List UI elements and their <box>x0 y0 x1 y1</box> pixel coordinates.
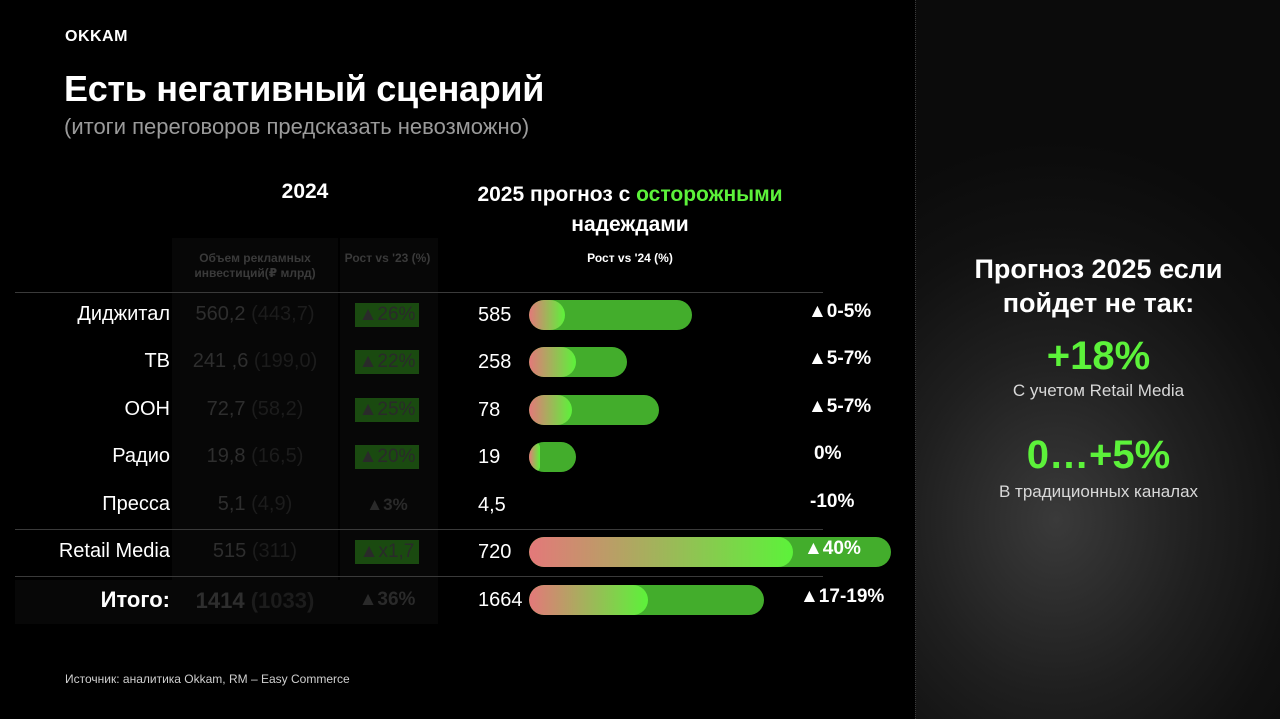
investment-prev-value: (1033) <box>250 588 315 613</box>
retail-divider <box>15 529 823 530</box>
row-forecast-value: 78 <box>478 399 501 421</box>
row-growth-badge: ▲20% <box>355 445 419 469</box>
investment-value: 560,2 <box>195 303 246 325</box>
row-forecast-value: 585 <box>478 304 512 326</box>
investment-value: 241 ,6 <box>192 350 249 372</box>
row-label: ООН <box>124 398 170 420</box>
growth-column-shade <box>340 238 438 624</box>
investment-value: 72,7 <box>206 398 246 420</box>
row-forecast-growth: ▲5-7% <box>808 348 872 369</box>
row-growth-badge: ▲25% <box>355 398 419 422</box>
row-forecast-bar-fill <box>529 347 576 377</box>
row-investment: 72,7 (58,2) <box>172 398 338 421</box>
row-forecast-bar <box>529 347 627 377</box>
source-note: Источник: аналитика Okkam, RM – Easy Com… <box>65 672 350 686</box>
forecast-header-highlight: осторожными <box>636 183 783 206</box>
row-forecast-value: 258 <box>478 351 512 373</box>
row-investment: 560,2 (443,7) <box>172 303 338 326</box>
row-forecast-value: 1664 <box>478 589 523 611</box>
row-investment: 5,1 (4,9) <box>172 493 338 516</box>
investment-value: 5,1 <box>217 493 246 515</box>
row-label: Пресса <box>102 493 170 515</box>
scenario-title-line2: пойдет не так: <box>1002 288 1195 318</box>
row-label: Радио <box>112 445 170 467</box>
row-forecast-bar <box>529 395 659 425</box>
row-forecast-growth: -10% <box>810 491 855 512</box>
row-forecast-growth: ▲40% <box>804 538 861 559</box>
forecast-growth-column-header: Рост vs '24 (%) <box>587 251 673 265</box>
row-label: Диджитал <box>77 303 170 325</box>
row-forecast-value: 4,5 <box>478 494 506 516</box>
growth-column-header: Рост vs '23 (%) <box>344 251 431 265</box>
row-forecast-bar-fill <box>529 537 793 567</box>
scenario-panel: Прогноз 2025 если пойдет не так: +18% С … <box>915 0 1280 719</box>
year-header: 2024 <box>281 180 329 203</box>
row-investment: 241 ,6 (199,0) <box>172 350 338 373</box>
row-investment: 515 (311) <box>172 540 338 563</box>
row-forecast-growth: 0% <box>814 443 842 464</box>
row-forecast-bar <box>529 537 891 567</box>
investment-prev-value: (443,7) <box>251 303 315 325</box>
investment-prev-value: (4,9) <box>251 493 293 515</box>
row-growth-badge: ▲3% <box>366 495 408 514</box>
invest-column-shade <box>172 238 338 624</box>
row-forecast-bar-fill <box>529 585 648 615</box>
row-growth-badge: ▲26% <box>355 303 419 327</box>
scenario-title: Прогноз 2025 если пойдет не так: <box>916 252 1280 320</box>
stat-retail-value: +18% <box>1046 334 1151 378</box>
row-forecast-growth: ▲17-19% <box>800 586 885 607</box>
row-growth-badge: ▲22% <box>355 350 419 374</box>
forecast-header: 2025 прогноз с осторожными надеждами <box>430 180 830 240</box>
stat-traditional-caption: В традиционных каналах <box>998 482 1199 501</box>
row-forecast-bar <box>529 442 576 472</box>
investment-prev-value: (199,0) <box>253 350 318 372</box>
row-forecast-value: 720 <box>478 541 512 563</box>
row-investment: 1414 (1033) <box>172 588 338 614</box>
investment-prev-value: (58,2) <box>251 398 304 420</box>
row-investment: 19,8 (16,5) <box>172 445 338 468</box>
scenario-title-line1: Прогноз 2025 если <box>974 254 1223 284</box>
investment-prev-value: (311) <box>251 540 298 562</box>
forecast-header-suffix: надеждами <box>571 213 689 236</box>
slide-subtitle: (итоги переговоров предсказать невозможн… <box>64 114 530 139</box>
slide-title: Есть негативный сценарий <box>64 68 545 109</box>
row-forecast-value: 19 <box>478 446 501 468</box>
row-forecast-bar <box>529 585 764 615</box>
total-divider <box>15 576 823 577</box>
investment-value: 515 <box>212 540 247 562</box>
forecast-header-prefix: 2025 прогноз с <box>477 183 631 206</box>
investment-value: 1414 <box>195 588 245 613</box>
row-forecast-bar-fill <box>529 395 572 425</box>
stat-traditional-value: 0…+5% <box>1026 433 1171 477</box>
investment-value: 19,8 <box>206 445 246 467</box>
brand-logo: OKKAM <box>65 28 128 45</box>
total-row-shade <box>15 580 438 624</box>
row-growth-badge: ▲x1,7 <box>355 540 419 564</box>
row-forecast-bar-fill <box>529 300 565 330</box>
row-forecast-growth: ▲5-7% <box>808 396 872 417</box>
row-forecast-growth: ▲0-5% <box>808 301 872 322</box>
row-label: ТВ <box>144 350 170 372</box>
row-growth-badge: ▲36% <box>358 589 416 610</box>
row-label: Итого: <box>100 587 170 612</box>
table-top-divider <box>15 292 823 293</box>
stat-retail-caption: С учетом Retail Media <box>1012 381 1185 400</box>
row-forecast-bar-fill <box>529 442 540 472</box>
invest-column-header: Объем рекламных инвестиций(₽ млрд) <box>194 251 316 280</box>
row-forecast-bar <box>529 300 692 330</box>
row-label: Retail Media <box>58 540 170 562</box>
investment-prev-value: (16,5) <box>251 445 304 467</box>
